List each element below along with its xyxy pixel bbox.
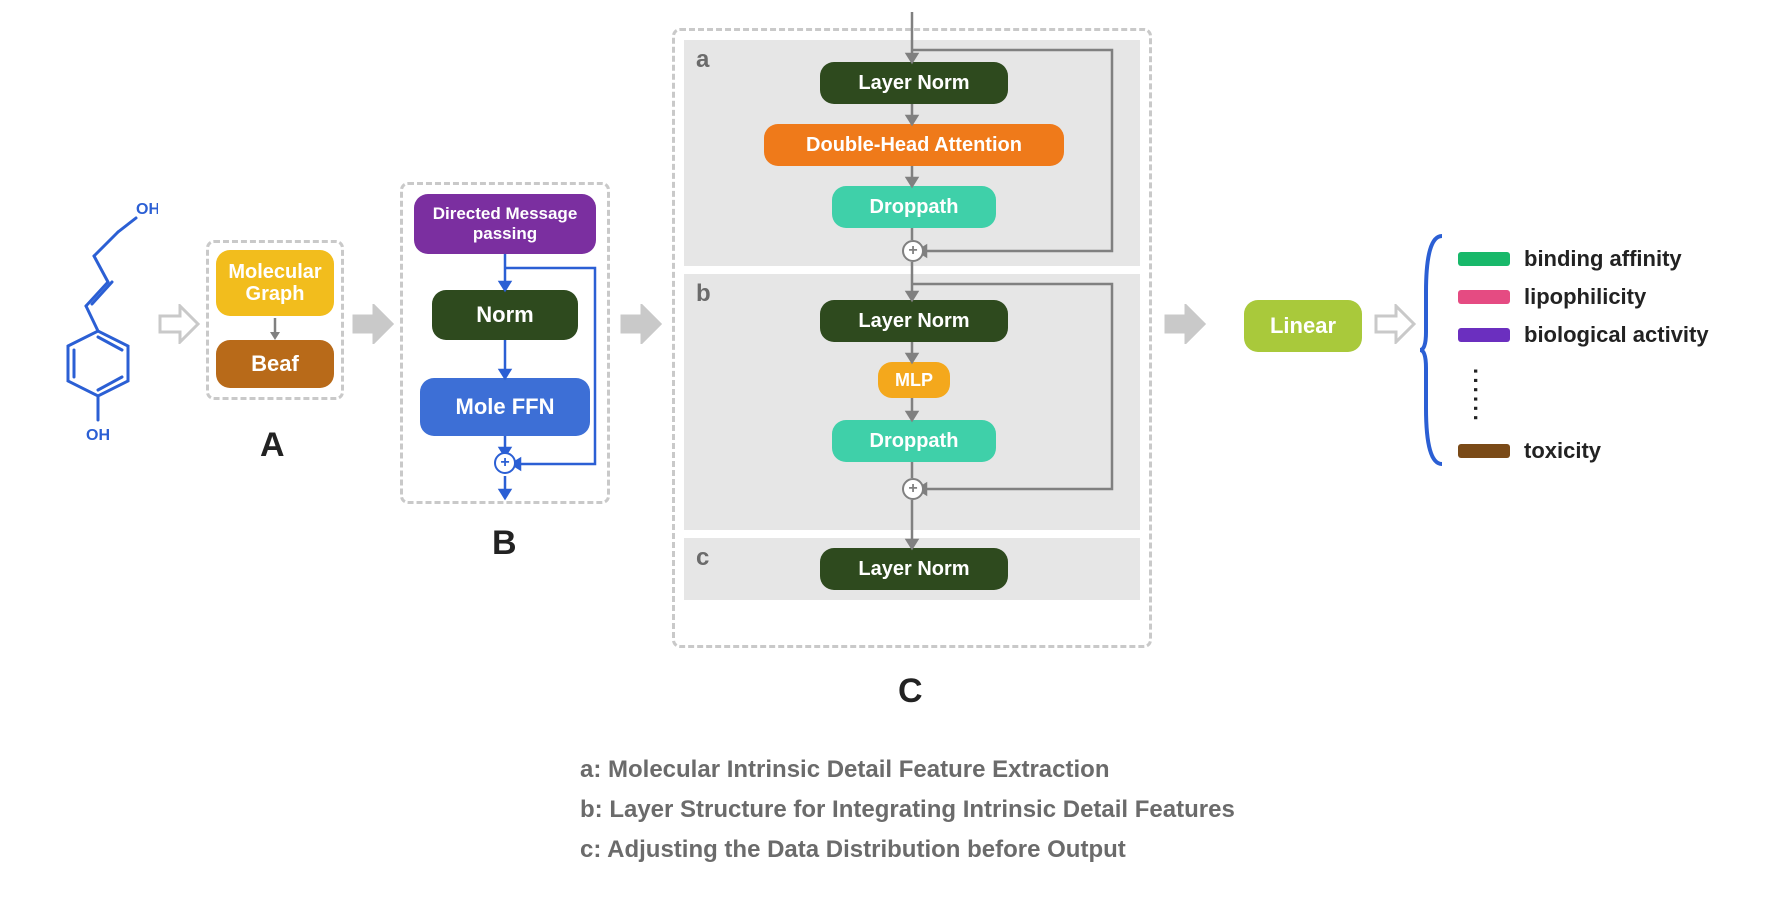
oh-top: OH [136,201,158,218]
block-arrow-0 [158,304,200,344]
label-a: A [260,426,285,465]
legend-item-2: biological activity [1458,322,1709,348]
plus-c2: + [902,478,924,500]
legend-item-1: lipophilicity [1458,284,1646,310]
legend-label: binding affinity [1524,246,1682,272]
plus-c1: + [902,240,924,262]
caption-b: b: Layer Structure for Integrating Intri… [580,796,1235,824]
swatch-icon [1458,444,1510,458]
block-arrow-4 [1374,304,1416,344]
label-c: C [898,672,923,711]
label-b: B [492,524,517,563]
molecule-icon: OH OH [8,196,158,456]
block-arrow-3 [1164,304,1206,344]
arrow-a-inner [268,318,282,340]
molecular-graph-box: Molecular Graph [216,250,334,316]
plus-b: + [494,452,516,474]
caption-c: c: Adjusting the Data Distribution befor… [580,836,1126,864]
block-arrow-1 [352,304,394,344]
legend-label: toxicity [1524,438,1601,464]
block-arrow-2 [620,304,662,344]
swatch-icon [1458,252,1510,266]
panel-c-flow [672,12,1152,652]
caption-a: a: Molecular Intrinsic Detail Feature Ex… [580,756,1109,784]
legend-item-0: binding affinity [1458,246,1682,272]
linear-box: Linear [1244,300,1362,352]
dots-icon: ······ [1462,368,1488,424]
beaf-box: Beaf [216,340,334,388]
legend-item-3: toxicity [1458,438,1601,464]
swatch-icon [1458,328,1510,342]
diagram-canvas: OH OH Molecular Graph Beaf A Directed Me… [0,0,1770,919]
legend-label: biological activity [1524,322,1709,348]
oh-bottom: OH [86,427,110,444]
bracket-icon [1420,232,1448,468]
swatch-icon [1458,290,1510,304]
legend-label: lipophilicity [1524,284,1646,310]
